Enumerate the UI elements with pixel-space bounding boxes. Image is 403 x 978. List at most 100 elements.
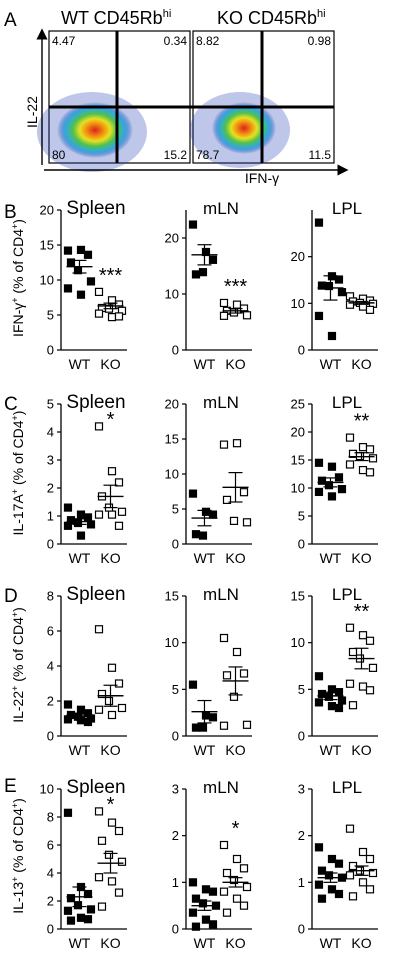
data-point-ko [242,311,252,320]
y-tick-label: 0 [298,343,305,358]
data-point-ko [239,864,249,873]
y-tick-label: 0 [172,537,179,552]
chart-title: Spleen [66,198,125,219]
data-point-ko [107,296,117,305]
data-point-ko [239,488,249,497]
data-point-ko [222,908,232,917]
data-point-wt [324,692,334,701]
data-point-wt [327,331,337,341]
chart-title: Spleen [66,584,125,605]
y-tick-label: 5 [172,682,179,697]
data-point-ko [345,824,355,833]
y-tick-label: 4 [47,866,54,881]
category-label: KO [100,356,120,372]
panel-letter-a: A [4,10,17,31]
y-tick-label: 0 [172,343,179,358]
data-point-ko [348,647,358,657]
y-tick-label: 20 [40,203,54,218]
flow-density-ko [190,92,290,168]
data-point-wt [76,510,86,519]
data-point-ko [368,868,378,878]
data-point-ko [114,312,124,321]
quadrant-ll-wt: 80 [52,148,66,162]
data-point-wt [201,507,211,516]
y-tick-label: 20 [165,231,179,246]
chart-title: Spleen [66,777,125,798]
data-point-ko [114,888,124,897]
data-point-wt [334,859,344,868]
data-point-wt [76,705,86,714]
y-tick-label: 3 [47,453,54,468]
data-point-wt [208,920,218,929]
y-tick-label: 2 [47,481,54,496]
data-point-wt [188,220,198,229]
data-point-wt [327,462,337,471]
data-point-ko [107,467,117,476]
data-point-wt [198,531,208,540]
chart-mln-il17a: 0 5 10 15 20 mLN WT KO [165,393,252,566]
y-tick-label: 8 [47,589,54,604]
y-tick-label: 1 [47,509,54,524]
panel-letter-e: E [4,776,17,797]
data-point-wt [76,290,86,299]
chart-spleen-ifng: 0 5 10 15 20 Spleen WT KO *** [40,198,127,372]
data-point-wt [198,723,208,732]
data-point-ko [365,636,375,645]
flow-density-wt [37,92,147,172]
data-point-ko [219,440,229,449]
data-point-ko [358,443,368,452]
chart-mln-il22: 0 5 10 15 mLN WT KO [165,585,252,758]
data-point-ko [242,518,252,527]
data-point-ko [104,850,114,859]
data-point-wt [63,503,73,512]
y-tick-label: 10 [291,481,305,496]
data-point-wt [73,901,83,910]
data-point-ko [107,663,117,672]
data-point-ko [94,625,104,634]
category-label: WT [194,550,216,566]
data-point-wt [317,894,327,903]
chart-lpl-il22: 0 5 10 15 LPL WT KO ** [291,585,378,758]
data-point-wt [63,906,73,915]
y-tick-label: 25 [291,397,305,412]
data-point-wt [76,531,86,540]
y-tick-label: 0 [47,922,54,937]
data-point-wt [208,510,218,519]
chart-title: mLN [203,393,239,412]
data-point-wt [188,878,198,887]
flow-x-label: IFN-γ [245,170,279,186]
y-tick-label: 15 [291,453,305,468]
y-tick-label: 15 [291,589,305,604]
flow-title-ko: KO CD45Rbhi [217,8,326,28]
data-point-ko [219,311,229,320]
chart-lpl-il17a: 0 5 10 15 20 25 LPL WT KO ** [291,393,378,566]
category-label: KO [351,742,371,758]
data-point-ko [222,671,232,680]
data-point-wt [314,672,324,681]
data-point-wt [66,916,76,925]
y-tick-label: 1 [298,875,305,890]
data-point-wt [317,476,327,485]
y-tick-label: 5 [47,308,54,323]
category-label: KO [225,742,245,758]
y-tick-label: 10 [291,296,305,311]
data-point-ko [222,868,232,878]
y-tick-label: 1 [172,875,179,890]
data-point-wt [86,905,96,914]
data-point-ko [365,686,375,695]
data-point-wt [314,218,324,227]
y-tick-label: 0 [47,343,54,358]
data-point-wt [201,915,211,924]
y-tick-label: 0 [47,537,54,552]
data-point-ko [348,892,358,901]
data-point-ko [104,696,114,706]
category-label: KO [225,935,245,951]
data-point-wt [188,680,198,689]
data-point-ko [232,894,242,903]
chart-title: mLN [203,585,239,604]
significance-marker: ** [354,601,370,623]
data-point-ko [219,840,229,850]
data-point-ko [368,663,378,672]
data-point-ko [114,826,124,836]
